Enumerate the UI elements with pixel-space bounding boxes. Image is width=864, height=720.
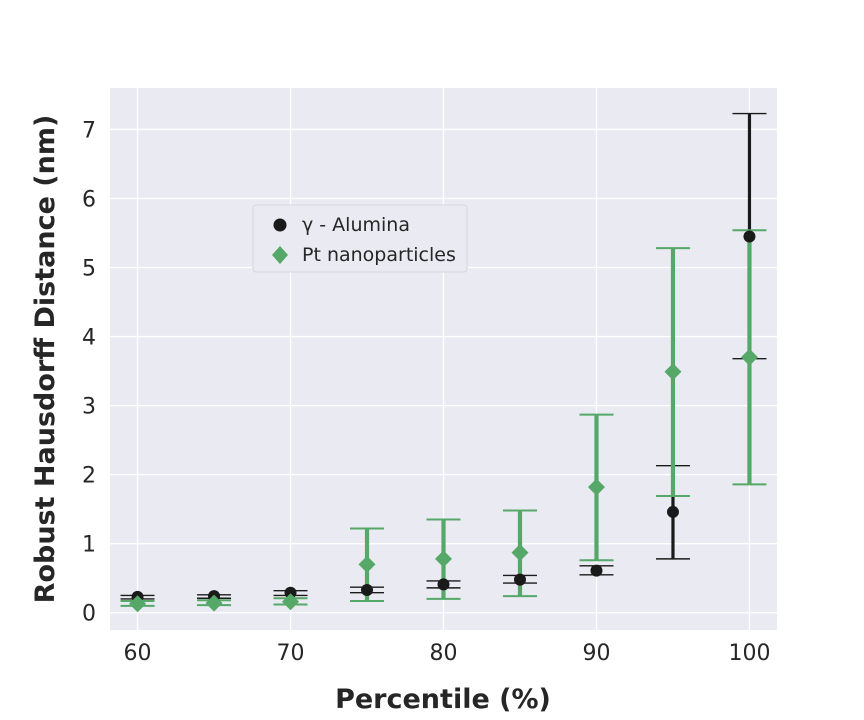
data-point-pt	[282, 593, 300, 611]
data-point-pt	[740, 348, 758, 366]
data-point-alumina	[743, 230, 756, 243]
data-point-alumina	[666, 505, 679, 518]
data-point-alumina	[590, 564, 603, 577]
x-tick-label: 60	[124, 641, 152, 666]
legend-marker-pt	[272, 246, 288, 264]
y-tick-label: 1	[82, 533, 96, 558]
x-tick-label: 70	[277, 641, 305, 666]
x-axis-title: Percentile (%)	[335, 684, 551, 715]
y-tick-label: 2	[82, 464, 96, 489]
data-point-pt	[129, 595, 147, 613]
legend-box	[252, 204, 468, 273]
y-tick-label: 6	[82, 187, 96, 212]
y-tick-label: 5	[82, 257, 96, 282]
y-tick-label: 3	[82, 395, 96, 420]
x-tick-labels: 60 70 80 90 100	[124, 641, 771, 666]
y-tick-label: 0	[82, 602, 96, 627]
data-point-pt	[664, 363, 682, 381]
legend-label-pt: Pt nanoparticles	[302, 244, 456, 266]
data-point-pt	[205, 594, 223, 612]
data-point-pt	[511, 544, 529, 562]
legend-marker-alumina	[273, 218, 287, 232]
x-tick-label: 80	[430, 641, 458, 666]
y-axis-title: Robust Hausdorff Distance (nm)	[30, 115, 61, 604]
data-point-alumina	[437, 578, 450, 591]
data-markers	[129, 230, 758, 613]
legend-label-alumina: γ - Alumina	[302, 214, 410, 236]
data-point-pt	[587, 478, 605, 496]
y-tick-label: 4	[82, 326, 96, 351]
y-tick-label: 7	[82, 118, 96, 143]
data-point-pt	[358, 555, 376, 573]
legend: γ - Alumina Pt nanoparticles	[252, 204, 468, 273]
data-point-alumina	[284, 586, 297, 599]
data-point-pt	[435, 550, 452, 568]
y-tick-labels: 0 1 2 3 4 5 6 7	[82, 118, 96, 626]
x-tick-label: 100	[728, 641, 770, 666]
data-point-alumina	[361, 583, 374, 596]
x-tick-label: 90	[582, 641, 610, 666]
data-point-alumina	[513, 573, 526, 586]
